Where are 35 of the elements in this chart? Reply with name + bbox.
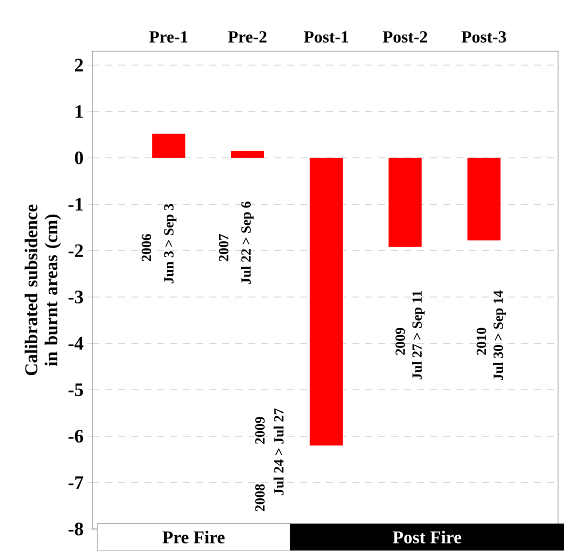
annotation: Jul 27 > Sep 11 — [412, 291, 425, 380]
x-tick-label: Post-1 — [304, 31, 348, 43]
annotation: 2007 — [218, 234, 228, 262]
annotation: Jul 22 > Sep 6 — [240, 202, 254, 284]
text: Post Fire — [392, 530, 462, 544]
bar — [152, 134, 186, 158]
annotation: 2009 — [396, 328, 405, 355]
annotation: 2008 — [255, 484, 265, 512]
annotation: 2009 — [255, 417, 265, 444]
y-tick-label: 2 — [74, 58, 83, 72]
y-tick-label: -7 — [68, 476, 84, 489]
y-tick-label: -4 — [68, 337, 84, 350]
text: Pre Fire — [162, 530, 225, 544]
bar — [310, 158, 343, 446]
annotation: Jul 30 > Sep 14 — [493, 290, 506, 380]
x-tick-label: Post-2 — [382, 31, 428, 43]
x-tick-label: Pre-1 — [149, 31, 188, 43]
annotation: Jul 24 > Jul 27 — [274, 408, 284, 495]
annotation: Jun 3 > Sep 3 — [164, 204, 176, 284]
y-axis-title: Calibrated subsidence in burnt areas (cm) — [24, 204, 62, 376]
bar — [467, 158, 501, 241]
annotation: 2006 — [142, 234, 152, 262]
y-tick-label: -3 — [68, 290, 84, 304]
annotation: 2010 — [476, 328, 486, 355]
y-tick-label: 1 — [76, 105, 83, 118]
x-tick-label: Pre-2 — [228, 31, 266, 43]
y-tick-label: -2 — [68, 244, 83, 258]
y-tick-label: 0 — [74, 152, 83, 164]
y-tick-label: -5 — [68, 384, 83, 396]
y-tick-label: -1 — [68, 198, 83, 211]
bar — [230, 150, 264, 158]
bar — [388, 158, 422, 248]
y-tick-label: -8 — [68, 522, 84, 536]
y-tick-label: -6 — [68, 430, 84, 443]
x-tick-label: Post-3 — [462, 31, 506, 43]
